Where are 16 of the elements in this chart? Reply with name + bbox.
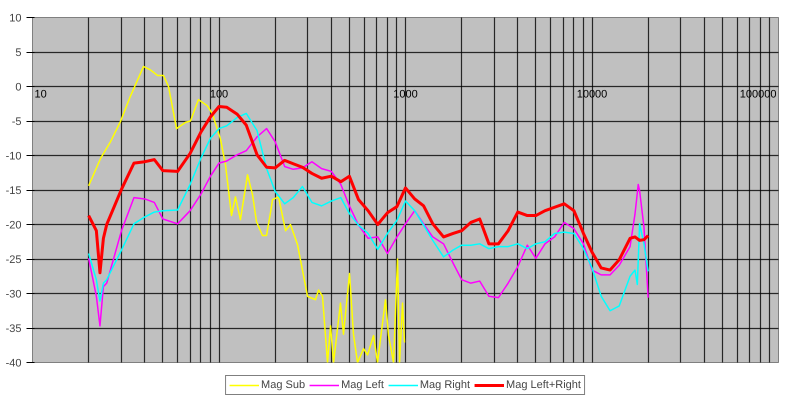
y-tick-label: -15 — [6, 185, 22, 197]
y-tick-label: 10 — [9, 12, 22, 24]
y-tick-label: 0 — [15, 82, 22, 94]
y-tick-label: -35 — [6, 323, 22, 335]
y-tick-label: -25 — [6, 254, 22, 266]
legend-label: Mag Left+Right — [506, 379, 581, 391]
legend-label: Mag Sub — [261, 379, 306, 391]
y-tick-label: -5 — [12, 116, 22, 128]
legend-label: Mag Right — [420, 379, 470, 391]
legend-label: Mag Left — [341, 379, 384, 391]
y-tick-label: -20 — [6, 220, 22, 232]
y-tick-label: -30 — [6, 288, 22, 300]
y-tick-label: -10 — [6, 150, 22, 162]
y-tick-label: 5 — [15, 47, 22, 59]
x-tick-label: 10 — [34, 88, 47, 100]
y-tick-label: -40 — [6, 358, 22, 370]
